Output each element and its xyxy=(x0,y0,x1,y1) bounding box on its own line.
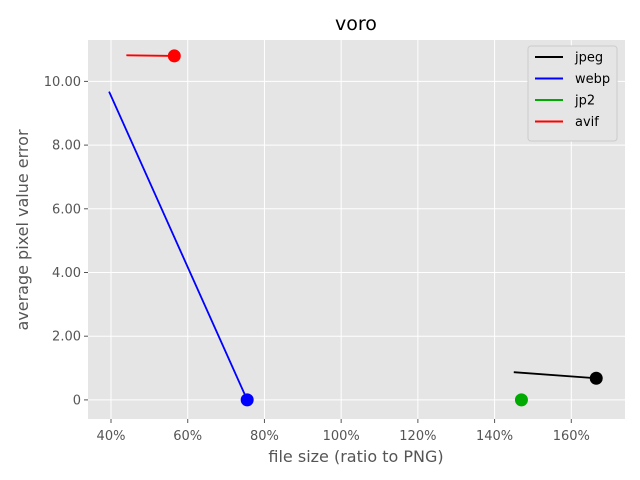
x-tick-label: 60% xyxy=(173,429,202,444)
x-tick-label: 40% xyxy=(97,429,126,444)
data-point-avif xyxy=(167,49,181,63)
grid xyxy=(88,40,625,419)
y-tick-label: 10.00 xyxy=(44,75,81,90)
x-tick-label: 160% xyxy=(553,429,590,444)
chart-title: voro xyxy=(335,13,377,35)
legend-label-jp2: jp2 xyxy=(574,94,595,109)
legend-label-jpeg: jpeg xyxy=(574,51,603,66)
y-tick-label: 6.00 xyxy=(52,202,81,217)
x-axis: 40% 60% 80% 100% 120% 140% 160% xyxy=(97,419,590,444)
data-point-webp xyxy=(240,393,254,407)
y-tick-label: 2.00 xyxy=(52,330,81,345)
legend-box xyxy=(527,45,618,142)
x-axis-title: file size (ratio to PNG) xyxy=(268,447,443,466)
y-tick-label: 0 xyxy=(73,393,81,408)
y-tick-label: 8.00 xyxy=(52,139,81,154)
legend: jpeg webp jp2 avif xyxy=(527,45,618,142)
series-line-avif xyxy=(126,54,175,57)
x-tick-label: 120% xyxy=(399,429,436,444)
x-tick-label: 80% xyxy=(250,429,279,444)
y-axis-title: average pixel value error xyxy=(13,129,32,330)
y-tick-label: 4.00 xyxy=(52,266,81,281)
legend-label-webp: webp xyxy=(575,72,610,87)
series-line-jpeg xyxy=(513,371,597,380)
series-line-webp xyxy=(108,91,249,401)
data-point-jp2 xyxy=(514,393,528,407)
x-tick-label: 100% xyxy=(323,429,360,444)
y-axis: 0 2.00 4.00 6.00 8.00 10.00 xyxy=(44,75,88,408)
data-point-jpeg xyxy=(589,371,603,385)
legend-label-avif: avif xyxy=(575,115,599,130)
x-tick-label: 140% xyxy=(476,429,513,444)
series-group xyxy=(108,49,603,407)
